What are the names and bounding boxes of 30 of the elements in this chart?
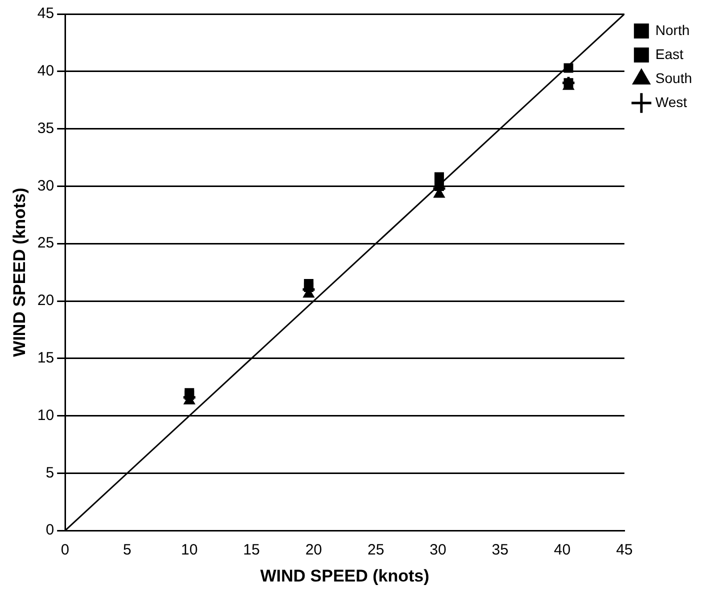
y-tick-label: 15: [37, 350, 54, 367]
y-tick-label: 30: [37, 177, 54, 194]
x-tick-label: 30: [430, 542, 446, 559]
y-tick-label: 0: [46, 522, 54, 539]
legend-label: West: [655, 94, 688, 110]
x-tick-label: 15: [243, 542, 260, 559]
y-axis-title: WIND SPEED (knots): [10, 188, 29, 357]
x-tick-label: 45: [616, 542, 633, 559]
x-tick-label: 25: [367, 542, 384, 559]
legend-label: North: [655, 22, 690, 38]
y-tick-label: 25: [37, 234, 54, 252]
y-tick-label: 40: [37, 62, 54, 80]
y-tick-label: 20: [37, 292, 54, 310]
x-tick-label: 40: [554, 542, 571, 559]
point: [434, 181, 444, 191]
legend-label: South: [655, 70, 692, 86]
x-tick-label: 10: [181, 542, 198, 559]
x-tick-label: 0: [60, 542, 70, 559]
x-axis-title: WIND SPEED (knots): [260, 566, 430, 586]
y-tick-label: 10: [37, 406, 54, 424]
y-tick-label: 35: [37, 120, 54, 137]
point: [434, 172, 444, 182]
point: [564, 63, 574, 73]
point: [304, 279, 314, 289]
x-tick-label: 35: [492, 542, 508, 559]
x-tick-label: 5: [123, 542, 132, 559]
y-tick-label: 5: [46, 464, 54, 482]
y-tick-label: 45: [37, 5, 54, 22]
legend-label: East: [655, 46, 684, 62]
x-tick-label: 20: [305, 542, 322, 559]
